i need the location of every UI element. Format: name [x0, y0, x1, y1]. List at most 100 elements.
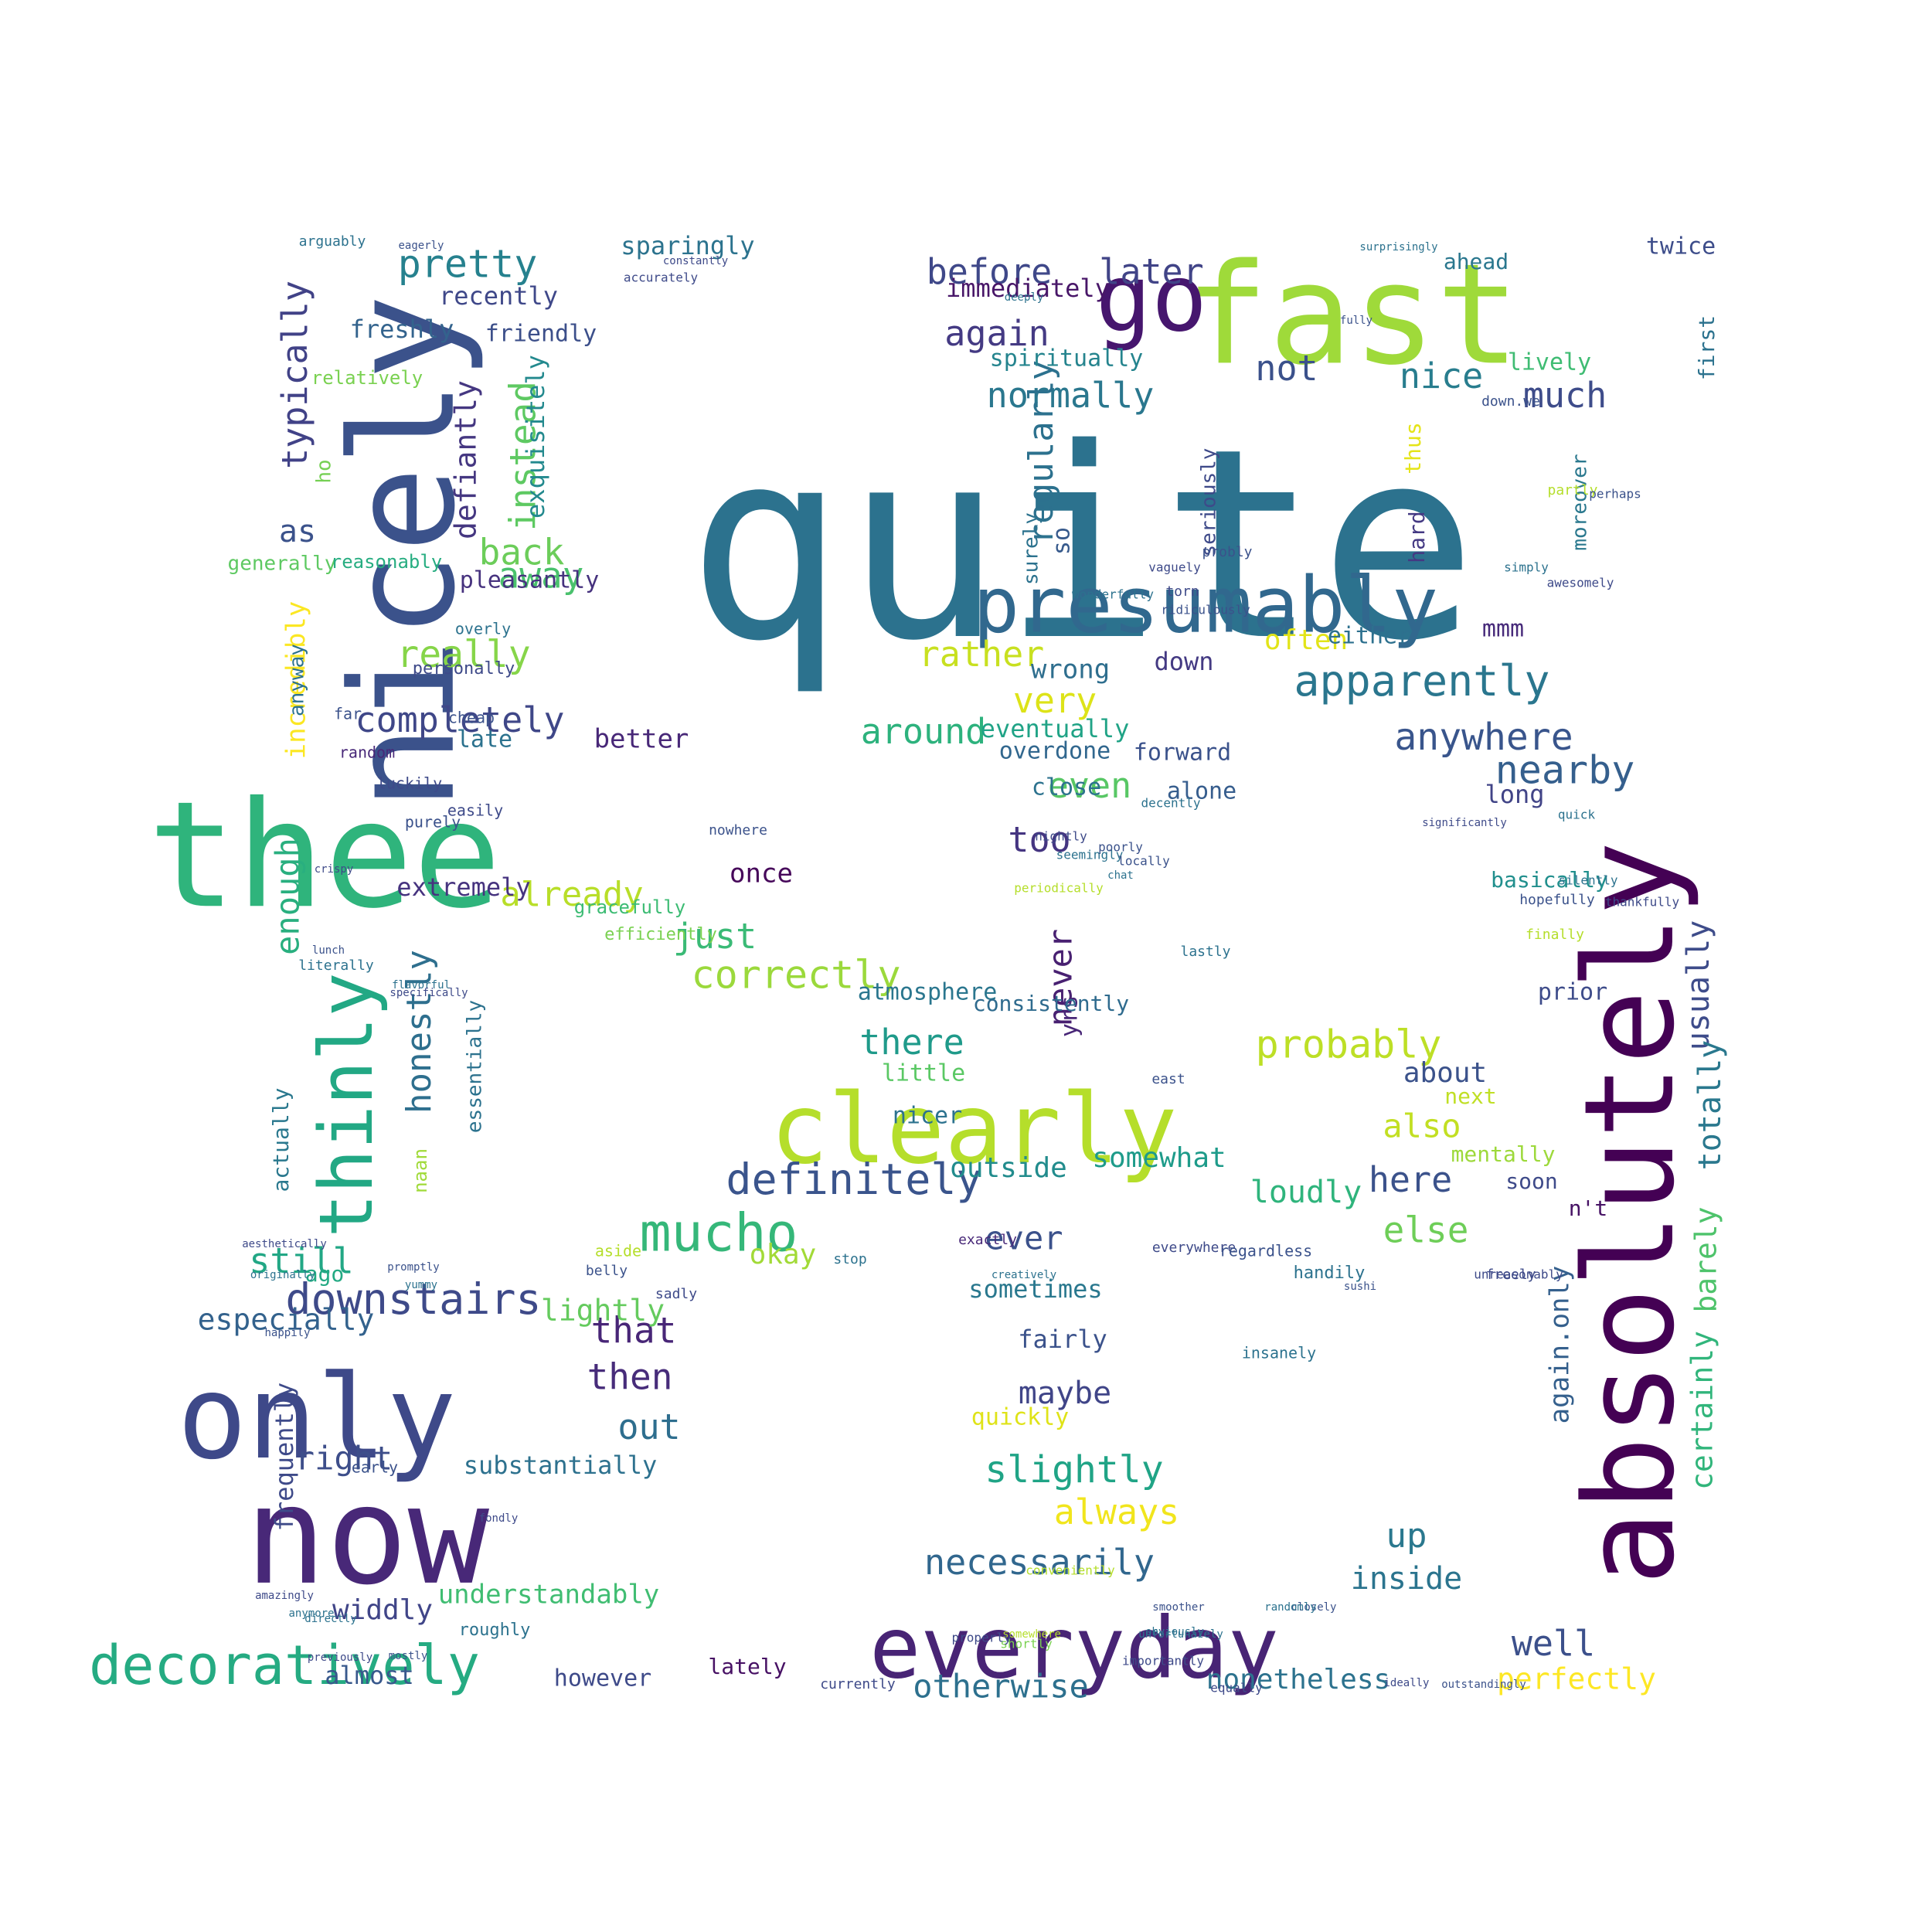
word-mentally: mentally — [1451, 1141, 1556, 1167]
word-generally: generally — [228, 553, 337, 576]
word-really: really — [396, 633, 530, 676]
word-silently: silently — [1558, 873, 1617, 888]
word-certainly: certainly — [1685, 1331, 1719, 1490]
word-little: little — [882, 1060, 965, 1087]
word-here: here — [1369, 1159, 1452, 1200]
word-up: up — [1386, 1516, 1427, 1556]
word-simply: simply — [1504, 560, 1549, 575]
word-completely: completely — [355, 699, 565, 740]
word-seriously: seriously — [1198, 448, 1221, 557]
word-barely: barely — [1689, 1206, 1723, 1312]
word-creatively: creatively — [992, 1269, 1056, 1281]
word-pleasantly: pleasantly — [460, 567, 600, 594]
word-almost: almost — [325, 1661, 414, 1690]
word-lightly: lightly — [541, 1294, 665, 1328]
word-promptly: promptly — [387, 1261, 439, 1274]
word-correctly: correctly — [692, 953, 901, 998]
word-still: still — [249, 1240, 353, 1281]
word-incredibly: incredibly — [281, 601, 312, 760]
word-once: once — [730, 859, 793, 889]
word-moreover: moreover — [1569, 454, 1592, 550]
word-flavorful: flavorful — [392, 979, 451, 992]
word-twice: twice — [1646, 233, 1716, 260]
word-insanely: insanely — [1242, 1344, 1316, 1362]
word-fast: fast — [1185, 234, 1519, 396]
word-atmosphere: atmosphere — [858, 979, 998, 1006]
word-honestly: honestly — [400, 950, 439, 1114]
word-surely: surely — [1020, 512, 1043, 585]
word-somewhat: somewhat — [1092, 1142, 1226, 1174]
word-outside: outside — [950, 1152, 1067, 1184]
word-especially: especially — [198, 1303, 375, 1337]
word-immediately: immediately — [946, 274, 1110, 303]
word-wrong: wrong — [1031, 655, 1110, 685]
word-ideally: ideally — [1383, 1677, 1429, 1689]
word-relatively: relatively — [311, 367, 423, 389]
word-everyday: everyday — [869, 1598, 1279, 1697]
word-nonetheless: nonetheless — [1206, 1664, 1390, 1696]
word-spiritually: spiritually — [990, 345, 1144, 372]
word-significantly: significantly — [1422, 817, 1507, 829]
word-awesomely: awesomely — [1547, 576, 1614, 590]
word-thankfully: thankfully — [1605, 895, 1680, 910]
word-soon: soon — [1505, 1168, 1557, 1194]
word-later: later — [1099, 251, 1203, 292]
word-down-we: down.we — [1481, 393, 1540, 410]
word-mucho: mucho — [640, 1203, 798, 1264]
word-naan: naan — [410, 1148, 431, 1193]
word-regularly: regularly — [1022, 360, 1061, 544]
word-eagerly: eagerly — [398, 240, 444, 252]
word-reasonably: reasonably — [331, 551, 443, 573]
word-periodically: periodically — [1014, 881, 1104, 896]
word-luckily: luckily — [377, 774, 442, 793]
word-obviously: obviously — [1145, 1626, 1204, 1638]
word-typically: typically — [274, 281, 315, 469]
word-smoother: smoother — [1152, 1601, 1204, 1614]
word-cheap: cheap — [448, 709, 495, 727]
word-nowhere: nowhere — [709, 822, 767, 838]
word-mostly: mostly — [389, 1650, 428, 1662]
word-efficiently: efficiently — [604, 925, 717, 944]
word-random: random — [339, 743, 395, 762]
word-eventually: eventually — [981, 714, 1130, 743]
word-amazingly: amazingly — [255, 1590, 314, 1602]
word-perfectly: perfectly — [1497, 1662, 1656, 1696]
word-accurately: accurately — [624, 270, 699, 285]
word-then: then — [587, 1356, 673, 1398]
word-roughly: roughly — [459, 1621, 531, 1640]
word-exactly: exactly — [958, 1232, 1017, 1248]
word-however: however — [554, 1665, 651, 1692]
word-nicer: nicer — [893, 1103, 962, 1130]
word-gracefully: gracefully — [574, 896, 686, 918]
word-widdly: widdly — [332, 1594, 433, 1626]
word-overly: overly — [455, 620, 511, 638]
word-slightly: slightly — [985, 1448, 1163, 1492]
word-anyway: anyway — [286, 644, 309, 716]
word-quickly: quickly — [971, 1404, 1069, 1431]
word-essentially: essentially — [464, 1000, 487, 1133]
word-always: always — [1054, 1492, 1180, 1532]
word-so: so — [1049, 527, 1076, 555]
word-better: better — [594, 724, 689, 755]
word-nice: nice — [1400, 355, 1483, 396]
word-somewhere: somewhere — [1002, 1628, 1061, 1641]
word-inside: inside — [1351, 1561, 1463, 1597]
word-sparingly: sparingly — [621, 231, 754, 260]
word-aesthetically: aesthetically — [242, 1238, 327, 1250]
word-lately: lately — [708, 1654, 786, 1679]
word-extremely: extremely — [396, 872, 530, 902]
word-too: too — [1008, 819, 1070, 860]
word-fairly: fairly — [1018, 1325, 1107, 1354]
word-chat: chat — [1107, 869, 1134, 882]
word-deeply: deeply — [1005, 291, 1044, 304]
word-away: away — [498, 555, 584, 597]
word-lunch: lunch — [312, 944, 345, 957]
word-unfortunately: unfortunately — [1138, 1628, 1223, 1641]
word-alone: alone — [1167, 778, 1236, 805]
word-locally: locally — [1117, 854, 1170, 869]
word-just: just — [673, 916, 757, 957]
word-only: only — [177, 1351, 456, 1485]
word-originally: originally — [250, 1269, 315, 1281]
word-totally: totally — [1692, 1040, 1728, 1171]
word-crispy: crispy — [315, 863, 354, 876]
